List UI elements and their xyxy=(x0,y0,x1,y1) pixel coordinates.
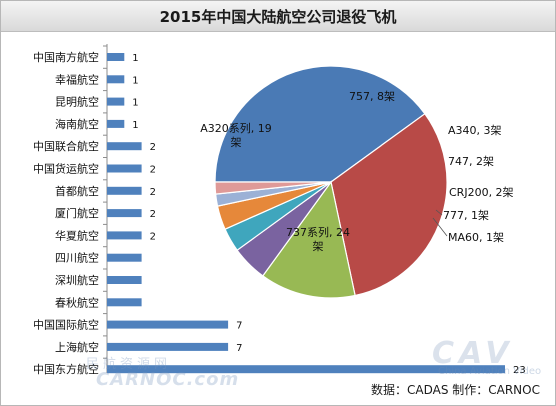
chart-title-text: 2015年中国大陆航空公司退役飞机 xyxy=(159,7,397,26)
bar-value-label: 1 xyxy=(132,75,138,86)
bar xyxy=(107,75,125,84)
watermark-text-cn: 民航资源网 xyxy=(86,357,172,372)
category-label: 中国南方航空 xyxy=(33,50,99,64)
pie-slice-label: 757, 8架 xyxy=(349,90,395,103)
bar xyxy=(107,97,125,106)
bar-value-label: 7 xyxy=(236,321,242,332)
category-label: 四川航空 xyxy=(55,251,99,265)
bar xyxy=(107,320,229,329)
bar xyxy=(107,53,125,61)
bar xyxy=(107,209,142,218)
pie-slice xyxy=(330,112,448,297)
watermark-text-en: CARNOC.com xyxy=(96,369,240,390)
bar-value-label: 2 xyxy=(150,209,156,220)
pie-slice-label: 777, 1架 xyxy=(443,209,489,222)
bar-value-label: 1 xyxy=(132,53,138,64)
watermark-logo-cav: CAV xyxy=(432,336,514,371)
pie-slice-label: A340, 3架 xyxy=(448,124,502,137)
pie-leader-line xyxy=(432,217,448,237)
bar xyxy=(107,119,125,128)
source-credit: 数据：CADAS 制作：CARNOC xyxy=(371,383,540,397)
category-label: 厦门航空 xyxy=(55,206,99,220)
pie-slice xyxy=(261,180,356,299)
bar xyxy=(107,253,142,262)
bar xyxy=(107,186,142,195)
bar xyxy=(107,164,142,173)
bar-value-label: 2 xyxy=(150,142,156,153)
category-label: 上海航空 xyxy=(55,340,99,354)
bar-value-label: 7 xyxy=(236,343,242,354)
bar xyxy=(107,342,229,351)
pie-slice-label: 737系列, 24 架 xyxy=(286,225,350,253)
category-label: 昆明航空 xyxy=(55,95,99,109)
category-label: 华夏航空 xyxy=(55,228,99,242)
category-label: 中国国际航空 xyxy=(33,318,99,332)
category-label: 幸福航空 xyxy=(55,72,99,86)
category-label: 首都航空 xyxy=(55,184,99,198)
watermark-logo-sub: China Aviation Video xyxy=(438,366,542,377)
bar xyxy=(107,365,505,374)
bar xyxy=(107,142,142,151)
bar-value-label: 2 xyxy=(150,231,156,242)
bar-value-label: 1 xyxy=(132,120,138,131)
bar-value-label: 1 xyxy=(132,98,138,109)
category-label: 中国货运航空 xyxy=(33,162,99,176)
pie-leader-line xyxy=(435,209,443,216)
category-label: 海南航空 xyxy=(55,117,99,131)
bar-value-label: 2 xyxy=(150,165,156,176)
pie-slice-label: MA60, 1架 xyxy=(448,231,504,244)
pie-slice-label: CRJ200, 2架 xyxy=(449,186,514,199)
category-label: 中国联合航空 xyxy=(33,139,99,153)
category-label: 春秋航空 xyxy=(55,295,99,309)
pie-slice-label: A320系列, 19 架 xyxy=(200,121,272,149)
category-label: 中国东方航空 xyxy=(33,362,99,376)
chart-title: 2015年中国大陆航空公司退役飞机 xyxy=(1,1,555,32)
pie-slice xyxy=(214,181,332,195)
bar xyxy=(107,231,142,240)
pie-slice xyxy=(214,65,426,183)
bar-value-label: 23 xyxy=(513,365,526,376)
bar xyxy=(107,298,142,307)
bar-value-label: 2 xyxy=(150,187,156,198)
pie-slice-label: 747, 2架 xyxy=(448,155,494,168)
category-label: 深圳航空 xyxy=(55,273,99,287)
bar xyxy=(107,276,142,284)
